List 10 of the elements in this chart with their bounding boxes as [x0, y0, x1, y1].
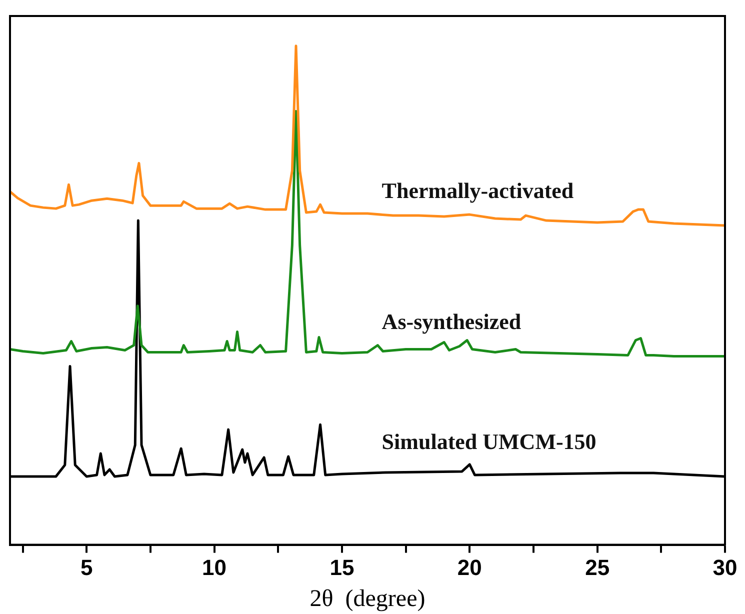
series-label: Thermally-activated [382, 178, 574, 204]
x-tick-label: 20 [457, 555, 482, 580]
series-label: Simulated UMCM-150 [382, 429, 596, 454]
series-label: As-synthesized [382, 308, 522, 334]
x-tick-label: 15 [330, 555, 354, 580]
x-axis-title: 2θ (degree) [310, 586, 426, 612]
x-tick-label: 5 [80, 555, 93, 580]
x-tick-label: 10 [202, 555, 227, 580]
x-tick-label: 25 [585, 555, 610, 580]
x-tick-label: 30 [712, 555, 738, 580]
